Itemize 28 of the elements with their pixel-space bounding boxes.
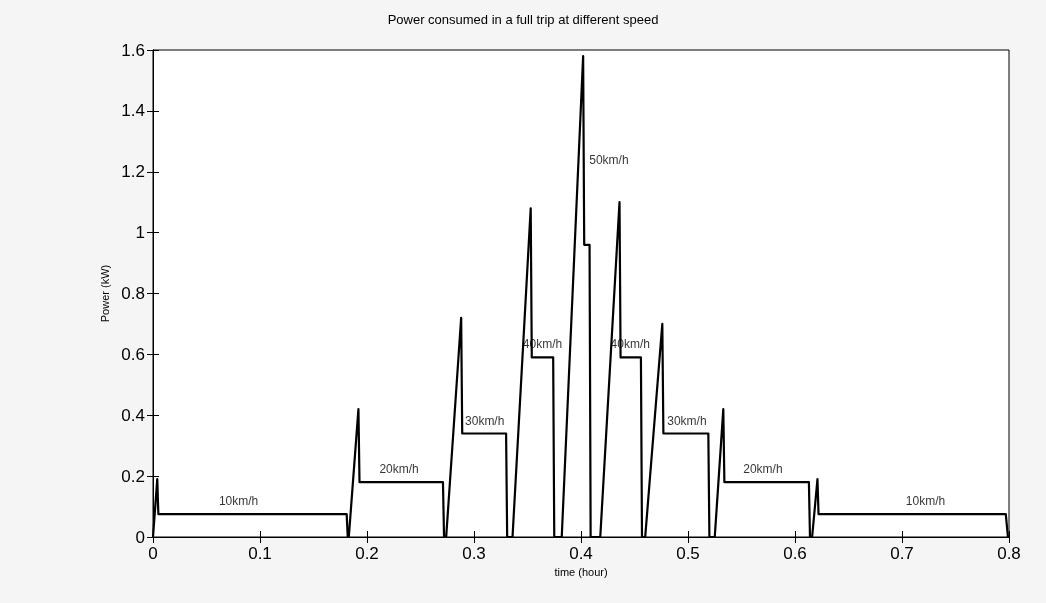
annotation: 50km/h [589,152,629,167]
x-tick-label: 0.4 [569,544,593,563]
x-tick-label: 0.8 [997,544,1021,563]
chart-title: Power consumed in a full trip at different speed [387,12,659,27]
x-axis-title: time (hour) [554,566,608,579]
x-tick-label: 0.5 [676,544,700,563]
annotation: 20km/h [743,462,783,477]
y-tick-label: 1.4 [121,101,145,121]
x-tick-label: 0.3 [462,544,486,563]
x-tick-label: 0 [148,544,158,563]
annotation: 10km/h [905,494,946,509]
y-tick-label: 1.2 [121,162,145,182]
y-tick-label: 1 [135,223,145,243]
y-tick-label: 0.2 [121,466,145,486]
y-tick-label: 0 [135,527,145,547]
y-tick-label: 0.8 [121,284,145,303]
x-tick-label: 0.2 [355,544,379,563]
x-tick-label: 0.1 [248,544,272,563]
y-tick-label: 1.6 [121,40,145,60]
annotation: 20km/h [379,462,419,477]
y-axis-title: Power (kW) [98,264,111,323]
x-tick-label: 0.6 [783,544,807,563]
annotation: 30km/h [667,413,707,428]
annotation: 10km/h [218,494,259,509]
y-tick-label: 0.4 [121,405,145,425]
y-tick-label: 0.6 [121,344,145,364]
x-tick-label: 0.7 [890,544,914,563]
annotation: 30km/h [465,413,505,428]
